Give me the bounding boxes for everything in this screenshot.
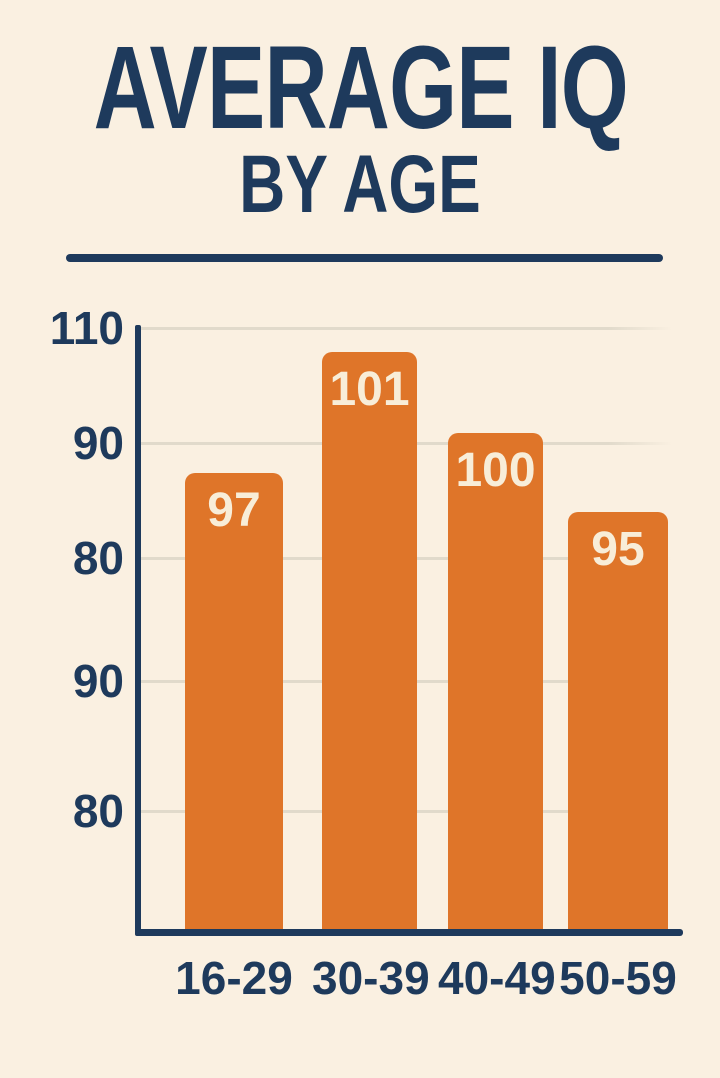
x-axis-tick-label: 50-59 — [559, 952, 677, 1004]
y-axis-tick-label: 90 — [72, 417, 124, 469]
y-axis-line — [135, 325, 141, 936]
x-axis-tick-label: 40-49 — [438, 952, 556, 1004]
gridline — [140, 327, 672, 330]
x-axis-tick-label: 30-39 — [312, 952, 430, 1004]
x-axis-line — [135, 929, 683, 936]
bar-value-label: 100 — [455, 444, 536, 497]
y-axis-tick-label: 80 — [72, 532, 124, 584]
y-axis-tick-label: 110 — [49, 302, 124, 354]
title-divider — [66, 254, 663, 262]
bar-16-29: 97 — [185, 473, 283, 932]
y-axis-tick-label: 80 — [72, 785, 124, 837]
poster-title: AVERAGE IQ — [93, 22, 629, 154]
bar-value-label: 101 — [329, 363, 410, 416]
y-axis-tick-label: 90 — [72, 655, 124, 707]
bar-30-39: 101 — [322, 352, 417, 932]
bar-50-59: 95 — [568, 512, 668, 932]
bar-40-49: 100 — [448, 433, 543, 932]
bar-value-label: 97 — [207, 484, 261, 537]
bar-value-label: 95 — [591, 523, 645, 576]
x-axis-tick-label: 16-29 — [175, 952, 293, 1004]
poster-subtitle: BY AGE — [239, 139, 481, 230]
